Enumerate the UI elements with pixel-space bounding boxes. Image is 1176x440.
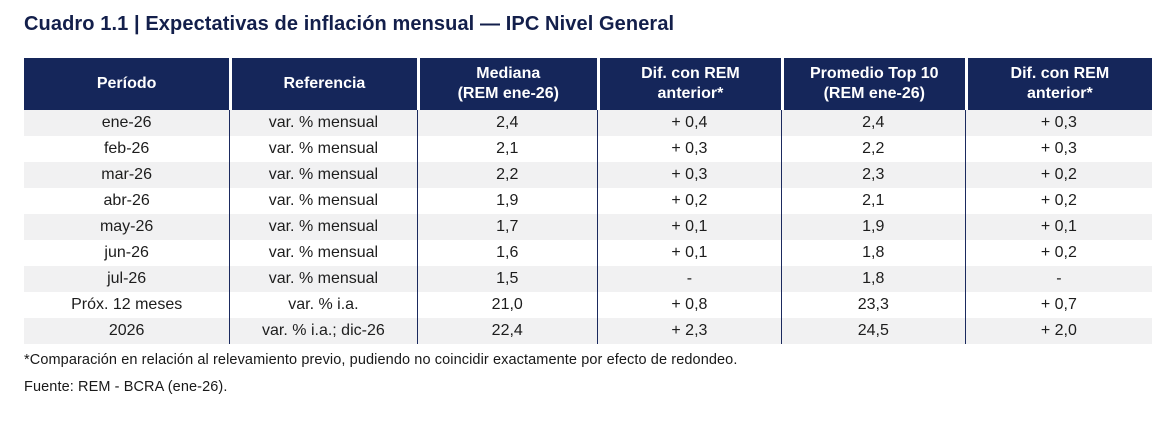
table-cell: + 0,2 [596,188,781,214]
column-header-referencia: Referencia [229,58,417,110]
table-cell: var. % mensual [229,188,417,214]
table-cell: 2,2 [780,136,965,162]
table-cell: var. % i.a.; dic-26 [229,318,417,344]
table-cell: + 0,2 [964,188,1152,214]
table-cell: + 0,3 [964,110,1152,136]
table-cell: + 0,8 [596,292,781,318]
table-cell: var. % mensual [229,214,417,240]
table-cell: 24,5 [780,318,965,344]
table-cell: + 0,1 [596,240,781,266]
column-header-dif-rem-anterior: Dif. con REM anterior* [596,58,781,110]
column-header-dif-rem-anterior-2: Dif. con REM anterior* [964,58,1152,110]
table-cell: Próx. 12 meses [24,292,230,318]
table-row: abr-26 var. % mensual 1,9 + 0,2 2,1 + 0,2 [24,188,1152,214]
column-header-promedio-top10: Promedio Top 10 (REM ene-26) [780,58,965,110]
page-title: Cuadro 1.1 | Expectativas de inflación m… [24,13,675,35]
table-cell: var. % mensual [229,266,417,292]
table-cell: 23,3 [780,292,965,318]
table-cell: 2,4 [780,110,965,136]
table-row: mar-26 var. % mensual 2,2 + 0,3 2,3 + 0,2 [24,162,1152,188]
table-cell: 1,9 [780,214,965,240]
column-header-mediana: Mediana (REM ene-26) [416,58,597,110]
table-cell: var. % i.a. [229,292,417,318]
table-cell: 21,0 [416,292,597,318]
table-cell: 22,4 [416,318,597,344]
table-cell: 2,1 [780,188,965,214]
table-cell: var. % mensual [229,240,417,266]
table-cell: mar-26 [24,162,230,188]
table-cell: var. % mensual [229,110,417,136]
table-cell: + 0,1 [964,214,1152,240]
table-header-row: Período Referencia Mediana (REM ene-26) … [24,58,1152,110]
table-cell: var. % mensual [229,136,417,162]
table-cell: 2026 [24,318,230,344]
table-cell: + 2,0 [964,318,1152,344]
table-body: ene-26 var. % mensual 2,4 + 0,4 2,4 + 0,3 feb-… [24,110,1152,344]
table-row: Próx. 12 meses var. % i.a. 21,0 + 0,8 23,3 + … [24,292,1152,318]
table-row: may-26 var. % mensual 1,7 + 0,1 1,9 + 0,1 [24,214,1152,240]
table-cell: 1,5 [416,266,597,292]
table-cell: - [596,266,781,292]
table-row: jun-26 var. % mensual 1,6 + 0,1 1,8 + 0,2 [24,240,1152,266]
column-header-periodo: Período [24,58,230,110]
table-header: Período Referencia Mediana (REM ene-26) … [24,58,1152,110]
table-cell: 2,4 [416,110,597,136]
table-cell: var. % mensual [229,162,417,188]
table-cell: + 0,2 [964,240,1152,266]
table-cell: + 0,1 [596,214,781,240]
table-cell: 1,9 [416,188,597,214]
table-cell: + 0,2 [964,162,1152,188]
inflation-expectations-table: Período Referencia Mediana (REM ene-26) … [24,58,1152,344]
comparison-footnote: *Comparación en relación al relevamiento… [24,352,738,368]
table-cell: 2,1 [416,136,597,162]
table-cell: + 0,4 [596,110,781,136]
table-cell: 1,6 [416,240,597,266]
table-cell: abr-26 [24,188,230,214]
table-row: 2026 var. % i.a.; dic-26 22,4 + 2,3 24,5 + 2,… [24,318,1152,344]
table-cell: + 0,7 [964,292,1152,318]
source-footnote: Fuente: REM - BCRA (ene-26). [24,379,228,395]
table-cell: + 0,3 [596,162,781,188]
table-cell: jul-26 [24,266,230,292]
table-cell: jun-26 [24,240,230,266]
table-cell: + 0,3 [964,136,1152,162]
table-row: jul-26 var. % mensual 1,5-1,8- [24,266,1152,292]
table-row: ene-26 var. % mensual 2,4 + 0,4 2,4 + 0,3 [24,110,1152,136]
table-cell: 2,3 [780,162,965,188]
table-cell: 1,7 [416,214,597,240]
table-cell: - [964,266,1152,292]
table-cell: 2,2 [416,162,597,188]
table-cell: may-26 [24,214,230,240]
table-cell: + 2,3 [596,318,781,344]
table-cell: feb-26 [24,136,230,162]
table-cell: 1,8 [780,266,965,292]
table-cell: 1,8 [780,240,965,266]
table-row: feb-26 var. % mensual 2,1 + 0,3 2,2 + 0,3 [24,136,1152,162]
table-cell: ene-26 [24,110,230,136]
table-cell: + 0,3 [596,136,781,162]
